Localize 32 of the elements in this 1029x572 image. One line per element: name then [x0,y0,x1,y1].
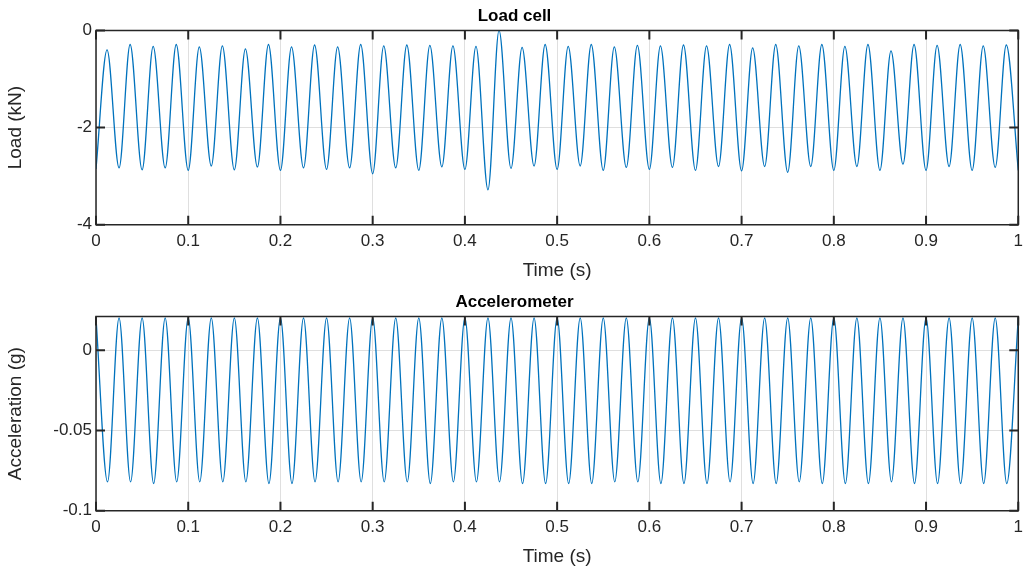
x-tick-label: 0.9 [914,230,938,250]
x-tick-label: 0.3 [360,516,385,536]
y-axis-title: Acceleration (g) [3,347,25,481]
x-tick-label: 0.7 [729,516,754,536]
x-axis-title: Time (s) [522,258,592,280]
x-tick-label: 0.2 [268,516,293,536]
x-tick-label: 0.8 [822,230,846,250]
y-axis-title: Load (kN) [3,85,25,170]
x-tick-label: 0.5 [545,516,569,536]
x-tick-label: 0.4 [453,516,477,536]
x-axis-title: Time (s) [522,544,592,566]
y-tick-label: -0.1 [62,500,92,520]
x-tick-label: 0.7 [729,230,754,250]
x-tick-label: 0.3 [360,230,385,250]
x-tick-label: 0.6 [637,516,662,536]
y-tick-label: 0 [82,339,92,359]
y-tick-label: -0.05 [53,420,92,440]
chart-title: Load cell [477,5,552,25]
x-tick-label: 0.6 [637,230,662,250]
x-tick-label: 1 [1013,516,1024,536]
y-tick-label: -4 [76,214,92,234]
x-tick-label: 1 [1013,230,1024,250]
x-tick-label: 0.4 [453,230,477,250]
x-tick-label: 0.2 [268,230,293,250]
x-tick-label: 0.8 [822,516,846,536]
y-tick-label: -2 [76,117,92,137]
x-tick-label: 0.1 [176,230,201,250]
chart-title: Accelerometer [455,291,574,311]
y-tick-label: 0 [82,20,92,40]
x-tick-label: 0.1 [176,516,201,536]
x-tick-label: 0.5 [545,230,569,250]
x-tick-label: 0.9 [914,516,938,536]
